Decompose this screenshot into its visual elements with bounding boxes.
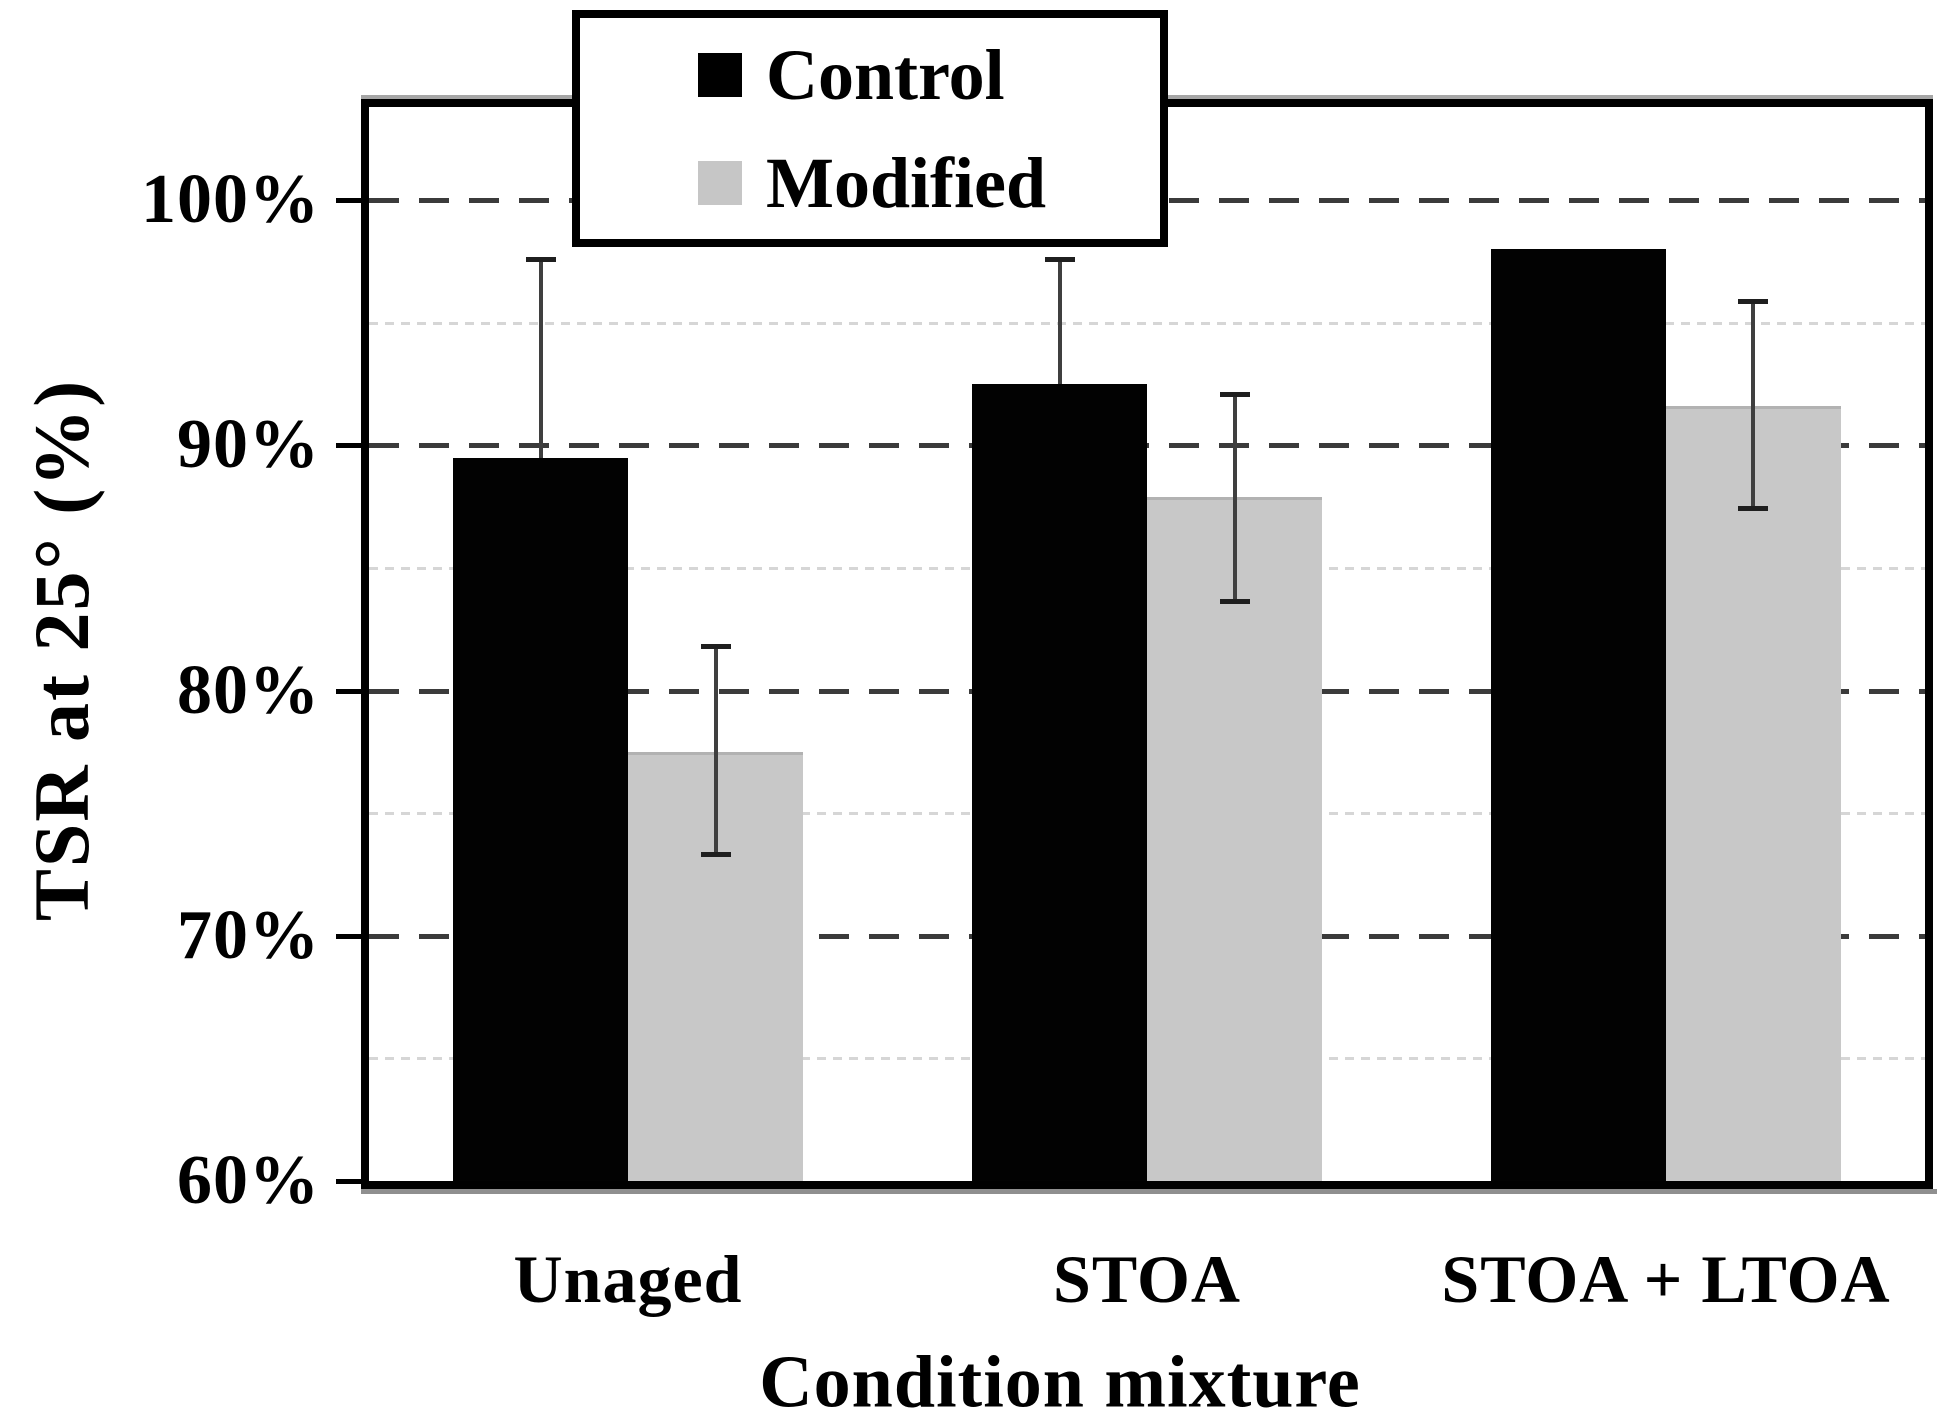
y-tick-label: 60% (177, 1142, 320, 1219)
error-bar-cap-bottom (701, 852, 731, 857)
y-tick-label: 100% (141, 161, 320, 238)
bar-control-unaged (453, 458, 628, 1181)
error-bar-cap-bottom (1738, 506, 1768, 511)
error-bar-line (1751, 301, 1755, 509)
y-tick-label: 80% (177, 652, 320, 729)
x-category-label: Unaged (513, 1241, 743, 1317)
y-axis-tick (336, 198, 361, 203)
bar-control-stoa-ltoa (1491, 249, 1666, 1181)
error-bar-cap-top (1045, 257, 1075, 262)
error-bar-line (714, 646, 718, 855)
y-tick-label: 90% (177, 406, 320, 483)
bar-control-stoa (972, 384, 1147, 1181)
bar-modified-stoa (1147, 497, 1322, 1181)
error-bar-line (1233, 394, 1237, 602)
error-bar-cap-top (1220, 392, 1250, 397)
x-category-label: STOA + LTOA (1441, 1241, 1891, 1317)
legend-label-modified: Modified (766, 142, 1046, 223)
y-axis-tick (336, 1179, 361, 1184)
error-bar-line (539, 259, 543, 458)
y-axis-tick (336, 689, 361, 694)
legend-label-control: Control (766, 34, 1005, 115)
y-axis-tick (336, 443, 361, 448)
legend-item-control: Control (698, 39, 1160, 111)
plot-area (336, 99, 1933, 1189)
y-tick-label: 70% (177, 897, 320, 974)
y-axis-tick (336, 934, 361, 939)
error-bar-cap-top (1738, 299, 1768, 304)
major-gridline (369, 443, 1925, 448)
modified-swatch-icon (698, 160, 742, 205)
control-swatch-icon (698, 52, 742, 97)
legend-item-modified: Modified (698, 147, 1160, 219)
bar-modified-stoa-ltoa (1666, 406, 1841, 1181)
x-axis-shadow (361, 1189, 1937, 1194)
error-bar-cap-top (701, 644, 731, 649)
x-category-label: STOA (1053, 1241, 1241, 1317)
error-bar-cap-bottom (1220, 599, 1250, 604)
x-axis-title: Condition mixture (759, 1341, 1361, 1419)
error-bar-cap-top (526, 257, 556, 262)
legend-box: Control Modified (572, 10, 1168, 247)
error-bar-line (1058, 259, 1062, 384)
minor-gridline (369, 322, 1925, 325)
